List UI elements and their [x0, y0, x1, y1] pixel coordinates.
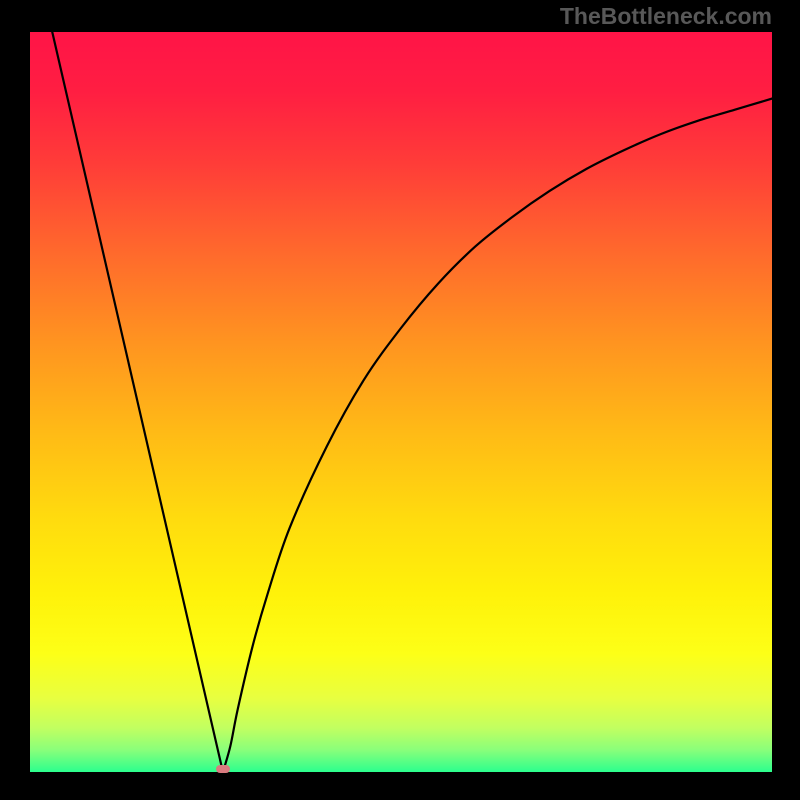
watermark-text: TheBottleneck.com — [560, 3, 772, 30]
chart-container: TheBottleneck.com — [0, 0, 800, 800]
plot-area — [30, 32, 772, 772]
curve-path — [52, 32, 772, 772]
minimum-marker — [216, 765, 230, 773]
bottleneck-curve — [30, 32, 772, 772]
